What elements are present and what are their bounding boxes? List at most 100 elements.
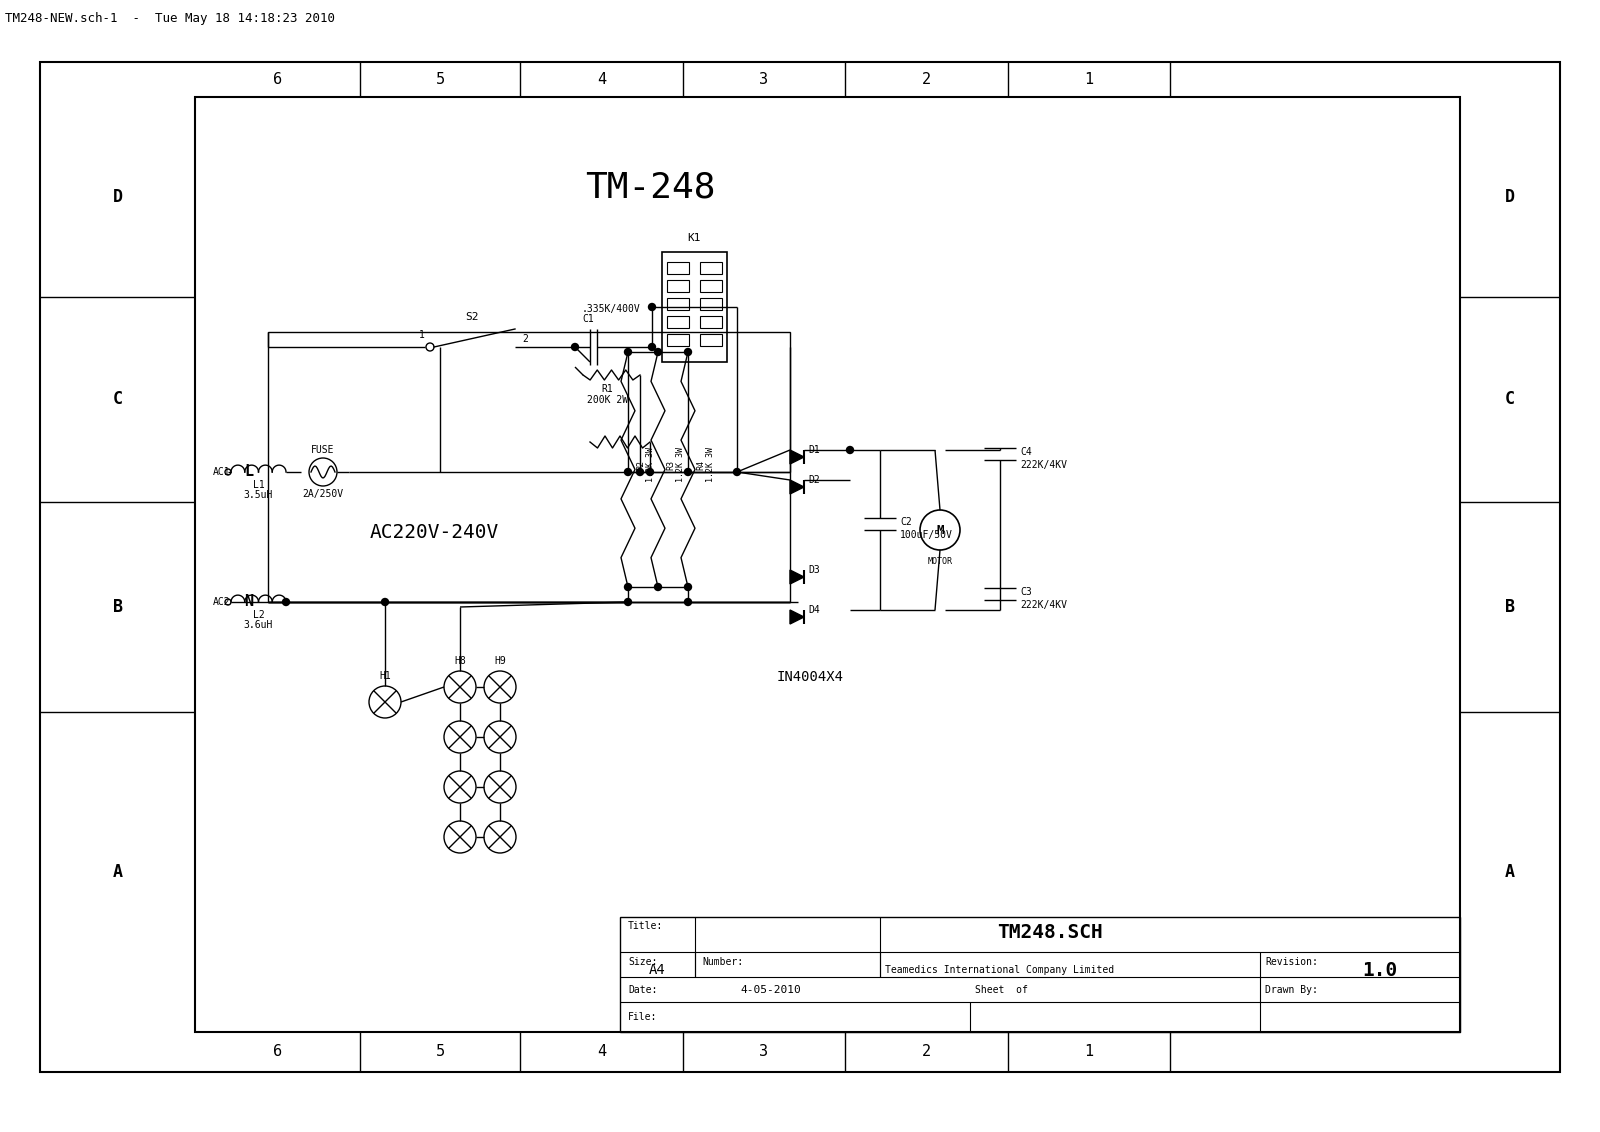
Text: 222K/4KV: 222K/4KV <box>1021 460 1067 470</box>
Text: S2: S2 <box>466 312 480 321</box>
Circle shape <box>624 349 632 355</box>
Text: Date:: Date: <box>627 985 658 995</box>
Text: C4: C4 <box>1021 447 1032 457</box>
Text: AC220V-240V: AC220V-240V <box>370 523 499 541</box>
Polygon shape <box>790 610 805 624</box>
Text: 2: 2 <box>922 1045 931 1060</box>
Bar <box>667 316 690 328</box>
Text: R3: R3 <box>666 460 675 470</box>
Text: H8: H8 <box>454 657 466 666</box>
Bar <box>195 97 1459 1032</box>
Circle shape <box>685 599 691 606</box>
Text: IN4004X4: IN4004X4 <box>776 670 843 684</box>
Text: Sheet  of: Sheet of <box>974 985 1027 995</box>
Text: C: C <box>112 391 123 409</box>
Circle shape <box>733 469 741 475</box>
Polygon shape <box>790 571 805 584</box>
Circle shape <box>283 599 290 606</box>
Circle shape <box>624 583 632 591</box>
Bar <box>662 252 726 362</box>
Text: C3: C3 <box>1021 588 1032 597</box>
Text: 4-05-2010: 4-05-2010 <box>739 985 800 995</box>
Text: .335K/400V: .335K/400V <box>582 305 640 314</box>
Text: 6: 6 <box>274 72 282 87</box>
Bar <box>701 316 722 328</box>
Text: D: D <box>1506 188 1515 206</box>
Text: R4: R4 <box>696 460 706 470</box>
Text: Size:: Size: <box>627 957 658 967</box>
Bar <box>40 62 1560 1072</box>
Text: Title:: Title: <box>627 921 664 931</box>
Text: AC1: AC1 <box>213 468 230 477</box>
Circle shape <box>685 583 691 591</box>
Text: L: L <box>243 464 253 480</box>
Text: 200K 2W: 200K 2W <box>587 395 629 405</box>
Bar <box>621 917 1459 1032</box>
Text: TM248.SCH: TM248.SCH <box>997 923 1102 942</box>
Text: 2: 2 <box>522 334 528 344</box>
Text: 1.2K 3W: 1.2K 3W <box>675 447 685 482</box>
Text: D2: D2 <box>808 475 819 484</box>
Text: H1: H1 <box>379 671 390 681</box>
Text: 2A/250V: 2A/250V <box>302 489 344 499</box>
Circle shape <box>637 469 643 475</box>
Text: TM248-NEW.sch-1  -  Tue May 18 14:18:23 2010: TM248-NEW.sch-1 - Tue May 18 14:18:23 20… <box>5 12 334 25</box>
Bar <box>701 280 722 292</box>
Text: 3: 3 <box>760 72 768 87</box>
Text: 3.6uH: 3.6uH <box>243 620 274 631</box>
Circle shape <box>624 469 632 475</box>
Circle shape <box>685 349 691 355</box>
Text: 6: 6 <box>274 1045 282 1060</box>
Bar <box>701 334 722 346</box>
Text: TM-248: TM-248 <box>584 170 715 204</box>
Circle shape <box>648 343 656 351</box>
Bar <box>269 332 790 602</box>
Text: A4: A4 <box>648 963 666 977</box>
Text: 1.0: 1.0 <box>1362 960 1398 979</box>
Text: Drawn By:: Drawn By: <box>1266 985 1318 995</box>
Text: 100uF/50V: 100uF/50V <box>899 530 954 540</box>
Bar <box>667 298 690 310</box>
Text: B: B <box>1506 598 1515 616</box>
Text: Teamedics International Company Limited: Teamedics International Company Limited <box>885 964 1114 975</box>
Text: FUSE: FUSE <box>312 445 334 455</box>
Bar <box>667 280 690 292</box>
Text: N: N <box>243 594 253 609</box>
Text: 1: 1 <box>1085 1045 1093 1060</box>
Text: K1: K1 <box>688 233 701 243</box>
Text: 3.5uH: 3.5uH <box>243 490 274 500</box>
Text: File:: File: <box>627 1012 658 1022</box>
Circle shape <box>654 583 661 591</box>
Text: MOTOR: MOTOR <box>928 557 952 566</box>
Text: 1.2K 3W: 1.2K 3W <box>646 447 654 482</box>
Text: C2: C2 <box>899 517 912 528</box>
Text: 1: 1 <box>1085 72 1093 87</box>
Polygon shape <box>790 480 805 494</box>
Text: Revision:: Revision: <box>1266 957 1318 967</box>
Text: D: D <box>112 188 123 206</box>
Text: 5: 5 <box>435 1045 445 1060</box>
Text: 1.2K 3W: 1.2K 3W <box>706 447 715 482</box>
Text: 222K/4KV: 222K/4KV <box>1021 600 1067 610</box>
Circle shape <box>846 446 853 454</box>
Circle shape <box>648 303 656 310</box>
Circle shape <box>381 599 389 606</box>
Bar <box>701 298 722 310</box>
Circle shape <box>646 469 653 475</box>
Text: 1: 1 <box>419 331 426 340</box>
Circle shape <box>685 469 691 475</box>
Bar <box>701 261 722 274</box>
Text: D4: D4 <box>808 604 819 615</box>
Text: C: C <box>1506 391 1515 409</box>
Circle shape <box>654 349 661 355</box>
Text: D1: D1 <box>808 445 819 455</box>
Text: H9: H9 <box>494 657 506 666</box>
Text: C1: C1 <box>582 314 594 324</box>
Bar <box>667 334 690 346</box>
Text: L1: L1 <box>253 480 264 490</box>
Text: L2: L2 <box>253 610 264 620</box>
Text: Number:: Number: <box>702 957 742 967</box>
Text: M: M <box>936 523 944 537</box>
Polygon shape <box>790 451 805 464</box>
Text: 4: 4 <box>597 1045 606 1060</box>
